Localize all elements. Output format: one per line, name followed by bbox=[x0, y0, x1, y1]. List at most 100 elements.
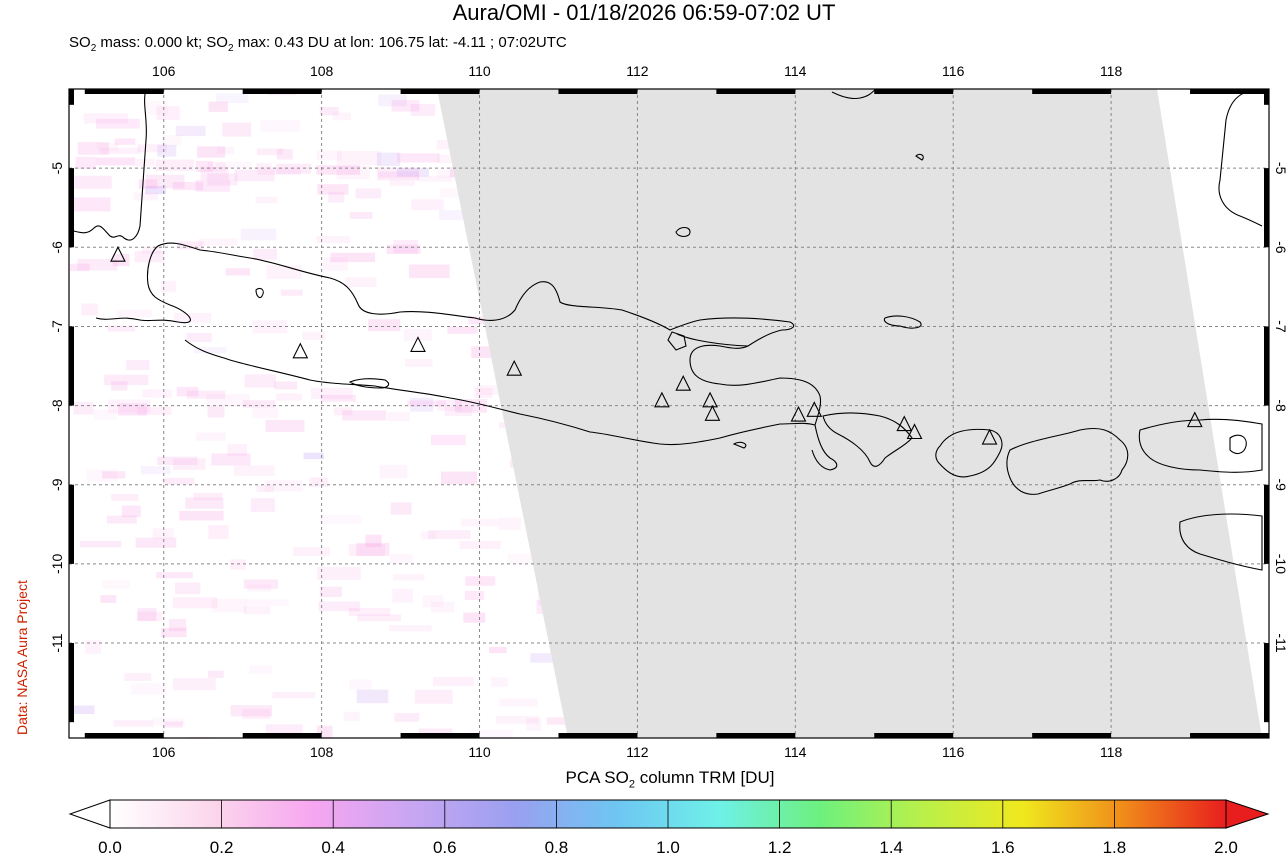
retrieval-pixel bbox=[70, 705, 95, 714]
lon-frame-bar bbox=[1032, 733, 1112, 738]
java-south-coast bbox=[184, 339, 816, 446]
subtitle-sub1: 2 bbox=[90, 43, 97, 54]
retrieval-pixel bbox=[160, 280, 176, 293]
retrieval-pixel bbox=[265, 419, 305, 432]
retrieval-pixel bbox=[211, 599, 247, 613]
retrieval-pixel bbox=[253, 248, 278, 260]
retrieval-pixel bbox=[152, 717, 185, 726]
retrieval-pixel bbox=[390, 502, 412, 515]
lat-tick-label: -5 bbox=[49, 162, 65, 175]
retrieval-pixel bbox=[316, 150, 342, 161]
lon-tick-label: 114 bbox=[784, 63, 807, 79]
retrieval-pixel bbox=[431, 601, 455, 613]
retrieval-pixel bbox=[142, 246, 162, 254]
retrieval-pixel bbox=[168, 618, 187, 632]
retrieval-pixel bbox=[387, 411, 410, 422]
retrieval-pixel bbox=[408, 264, 450, 279]
retrieval-pixel bbox=[93, 409, 117, 420]
retrieval-pixel bbox=[135, 158, 155, 167]
retrieval-pixel bbox=[172, 458, 206, 470]
retrieval-pixel bbox=[386, 244, 421, 254]
bali bbox=[822, 412, 913, 467]
retrieval-pixel bbox=[161, 135, 182, 146]
retrieval-pixel bbox=[195, 180, 230, 192]
volcano-triangle bbox=[906, 423, 923, 440]
volcano-markers bbox=[110, 245, 1203, 445]
lat-tick-label: -10 bbox=[49, 554, 65, 574]
retrieval-pixel bbox=[394, 713, 420, 722]
lon-frame-bar bbox=[874, 733, 954, 738]
kalimantan-coast bbox=[831, 89, 877, 100]
retrieval-pixel bbox=[330, 252, 376, 263]
retrieval-pixel bbox=[276, 393, 303, 401]
retrieval-pixel bbox=[391, 99, 420, 112]
lat-tick-label: -5 bbox=[1273, 162, 1288, 175]
retrieval-pixel bbox=[343, 711, 360, 721]
lon-frame-bar bbox=[716, 89, 796, 94]
retrieval-pixel bbox=[111, 381, 128, 391]
retrieval-pixel bbox=[317, 184, 349, 195]
retrieval-pixel bbox=[349, 679, 372, 690]
retrieval-pixel bbox=[499, 698, 538, 707]
lat-tick-label: -10 bbox=[1273, 554, 1288, 574]
retrieval-pixel bbox=[77, 142, 109, 155]
retrieval-pixel bbox=[403, 328, 432, 341]
lombok bbox=[935, 428, 1003, 478]
data-credit: Data: NASA Aura Project bbox=[14, 580, 30, 735]
retrieval-pixel bbox=[250, 498, 275, 512]
retrieval-pixel bbox=[152, 528, 174, 539]
retrieval-pixel bbox=[102, 580, 130, 589]
cbar-title-prefix: PCA SO bbox=[565, 768, 629, 787]
lat-frame-bar bbox=[69, 326, 74, 406]
retrieval-pixel bbox=[156, 106, 180, 120]
retrieval-pixel bbox=[207, 162, 226, 172]
retrieval-pixel bbox=[173, 597, 218, 609]
retrieval-pixel bbox=[249, 665, 272, 674]
retrieval-pixel bbox=[318, 601, 360, 612]
sumatra-coast bbox=[69, 89, 147, 241]
java-north-coast bbox=[95, 242, 822, 426]
retrieval-pixel bbox=[302, 331, 326, 340]
retrieval-pixel bbox=[477, 385, 510, 395]
no-data-swath bbox=[437, 89, 1262, 738]
retrieval-pixel bbox=[260, 119, 300, 132]
lat-frame-bar bbox=[1264, 168, 1269, 248]
retrieval-pixel bbox=[316, 236, 350, 244]
retrieval-pixel bbox=[215, 161, 253, 169]
retrieval-pixel bbox=[357, 614, 402, 622]
retrieval-pixel bbox=[217, 147, 235, 155]
retrieval-pixel bbox=[229, 559, 246, 570]
retrieval-pixel bbox=[136, 611, 163, 622]
retrieval-pixel bbox=[243, 606, 271, 615]
retrieval-pixel bbox=[126, 359, 150, 371]
retrieval-pixel bbox=[348, 607, 391, 616]
retrieval-pixel bbox=[75, 156, 96, 169]
lon-tick-label: 110 bbox=[468, 744, 491, 760]
retrieval-pixel bbox=[134, 251, 164, 263]
retrieval-pixel bbox=[389, 625, 432, 632]
retrieval-pixel bbox=[397, 168, 429, 177]
retrieval-pixel bbox=[225, 268, 251, 276]
retrieval-pixel bbox=[397, 153, 440, 163]
retrieval-pixel bbox=[227, 444, 248, 457]
retrieval-pixel bbox=[416, 175, 452, 182]
retrieval-pixel bbox=[116, 309, 152, 317]
retrieval-pixel bbox=[211, 453, 251, 466]
retrieval-pixel bbox=[376, 167, 420, 181]
retrieval-pixel bbox=[309, 477, 329, 487]
retrieval-pixel bbox=[414, 689, 453, 704]
surabaya-islet bbox=[667, 331, 687, 351]
volcano-triangle bbox=[1186, 411, 1203, 428]
retrieval-pixel bbox=[252, 407, 279, 419]
retrieval-pixel bbox=[256, 485, 275, 493]
retrieval-pixel bbox=[196, 432, 226, 441]
retrieval-pixel bbox=[137, 608, 157, 621]
retrieval-pixel bbox=[447, 326, 478, 334]
retrieval-pixel bbox=[319, 107, 339, 116]
retrieval-pixel bbox=[162, 477, 195, 485]
map-frame bbox=[68, 88, 1270, 739]
subtitle-mid: mass: 0.000 kt; SO bbox=[96, 34, 228, 51]
retrieval-pixel bbox=[124, 673, 152, 681]
volcano-triangle bbox=[806, 401, 823, 417]
retrieval-pixel bbox=[507, 553, 540, 565]
